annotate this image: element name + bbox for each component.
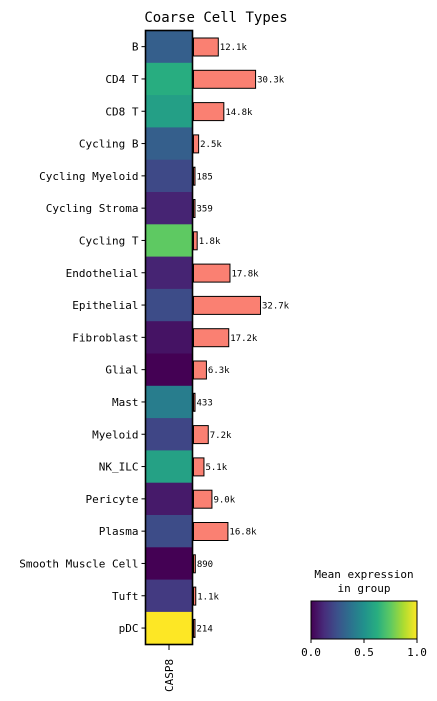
count-bar: [193, 425, 209, 445]
colorbar-tick-label: 0.0: [301, 646, 321, 659]
count-bar: [193, 328, 230, 348]
count-bar: [193, 295, 261, 315]
count-bar: [193, 231, 198, 251]
heatmap-cell: [145, 288, 193, 322]
count-label: 433: [197, 398, 213, 408]
heatmap-cells: [145, 30, 193, 645]
row-label: Glial: [105, 364, 138, 377]
colorbar-title-line1: Mean expression: [314, 568, 413, 581]
count-bar: [193, 618, 196, 638]
row-label: Cycling B: [79, 138, 139, 151]
count-label: 1.8k: [199, 237, 221, 247]
row-label: Mast: [112, 396, 139, 409]
row-label: Smooth Muscle Cell: [19, 557, 138, 570]
heatmap-cell: [145, 353, 193, 387]
count-label: 2.5k: [200, 140, 222, 150]
count-label: 1.1k: [197, 592, 219, 602]
heatmap-cell: [145, 321, 193, 354]
colorbar: Mean expression in group 0.0 0.5 1.0: [301, 568, 427, 659]
count-label: 16.8k: [229, 528, 257, 538]
heatmap-cell: [145, 450, 193, 484]
heatmap-cell: [145, 385, 193, 419]
count-label: 5.1k: [205, 463, 227, 473]
heatmap-cell: [145, 224, 193, 257]
heatmap-cell: [145, 611, 193, 645]
count-bar: [193, 69, 257, 89]
count-label: 359: [197, 205, 213, 215]
colorbar-gradient: [310, 600, 418, 640]
count-bar: [193, 554, 196, 574]
heatmap-cell: [145, 127, 193, 161]
heatmap-cell: [145, 62, 193, 96]
row-label: Epithelial: [72, 299, 138, 312]
count-label: 12.1k: [220, 43, 248, 53]
heatmap-cell: [145, 30, 193, 64]
colorbar-tick-label: 0.5: [354, 646, 374, 659]
count-bar: [193, 392, 196, 412]
count-bar: [193, 489, 213, 509]
row-label: Fibroblast: [72, 331, 138, 344]
colorbar-ticks: 0.0 0.5 1.0: [301, 639, 427, 659]
count-bar: [193, 102, 225, 122]
count-label: 185: [197, 172, 213, 182]
row-label: B: [132, 41, 139, 54]
count-label: 7.2k: [210, 431, 232, 441]
count-label: 14.8k: [225, 108, 253, 118]
row-labels: B CD4 T CD8 T Cycling B Cycling Myeloid Cycli…: [19, 41, 146, 635]
row-label: CD8 T: [105, 105, 138, 118]
count-label: 17.2k: [230, 334, 258, 344]
count-label: 30.3k: [257, 75, 285, 85]
count-bar: [193, 457, 205, 477]
heatmap-cell: [145, 515, 193, 548]
gene-label: CASP8: [163, 659, 176, 692]
count-label: 890: [197, 560, 213, 570]
count-bar: [193, 134, 200, 154]
heatmap-frame: [144, 29, 194, 646]
heatmap-cell: [145, 482, 193, 516]
count-label: 6.3k: [208, 366, 230, 376]
row-label: Myeloid: [92, 428, 138, 441]
count-label: 17.8k: [231, 269, 259, 279]
heatmap-cell: [145, 159, 193, 193]
row-label: Tuft: [112, 590, 139, 603]
row-label: CD4 T: [105, 73, 138, 86]
colorbar-tick-label: 1.0: [407, 646, 427, 659]
row-label: NK_ILC: [99, 461, 139, 474]
count-bar: [193, 586, 197, 606]
count-bar: [193, 199, 196, 218]
heatmap-cell: [145, 192, 193, 225]
heatmap-cell: [145, 95, 193, 128]
row-label: Cycling Myeloid: [39, 170, 138, 183]
count-bar: [193, 522, 229, 541]
row-label: Endothelial: [66, 267, 139, 280]
heatmap-cell: [145, 256, 193, 290]
heatmap-cell: [145, 418, 193, 451]
row-label: Cycling T: [79, 234, 139, 247]
count-bar: [193, 166, 196, 186]
row-label: Pericyte: [86, 493, 139, 506]
row-label: Cycling Stroma: [46, 202, 139, 215]
count-label: 9.0k: [213, 495, 235, 505]
row-label: Plasma: [99, 525, 139, 538]
count-label: 32.7k: [262, 302, 290, 312]
count-bar: [193, 37, 219, 57]
heatmap-cell: [145, 547, 193, 580]
chart-title: Coarse Cell Types: [144, 10, 287, 26]
heatmap-cell: [145, 579, 193, 613]
colorbar-title-line2: in group: [338, 582, 391, 595]
count-label: 214: [197, 625, 213, 635]
row-label: pDC: [119, 622, 139, 635]
count-bar: [193, 263, 231, 283]
count-bars: 12.1k 30.3k 14.8k 2.5k 185 359 1.8k 17.8k 32.7k 1…: [193, 37, 290, 638]
count-bar: [193, 360, 207, 380]
